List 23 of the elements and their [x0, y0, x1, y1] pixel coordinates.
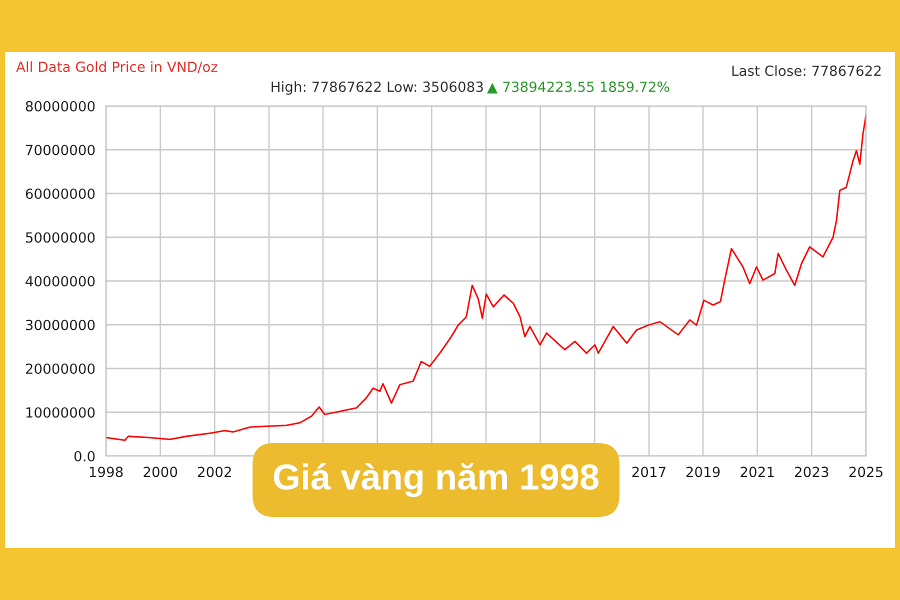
y-tick-label: 20000000 [26, 363, 95, 374]
chart-title: All Data Gold Price in VND/oz [16, 61, 218, 74]
text: Giá vàng năm 1998 [274, 462, 598, 498]
chart-subtitle: High: 77867622 Low: 3506083 [272, 81, 483, 95]
x-tick-label: 2025 [849, 466, 882, 478]
line-series [106, 114, 866, 442]
y-tick-label: 50000000 [26, 232, 95, 243]
x-tick-label: 2017 [632, 466, 666, 478]
x-tick-label: 2019 [686, 466, 720, 478]
y-tick-label: 0.0 [74, 450, 95, 462]
text: ▲ 73894223.55 1859.72% [487, 82, 670, 94]
text: Last Close: 77867622 [732, 65, 881, 76]
y-tick-label: 30000000 [26, 320, 95, 330]
x-tick-label: 2002 [198, 466, 231, 478]
x-tick-label: 2000 [144, 466, 178, 478]
x-tick-label: 1998 [90, 466, 123, 478]
y-tick-label: 60000000 [26, 188, 95, 199]
x-tick-label: 2021 [740, 466, 774, 478]
y-tick-label: 70000000 [26, 144, 95, 156]
y-tick-label: 10000000 [26, 407, 95, 418]
x-tick-label: 2023 [795, 466, 828, 478]
y-tick-label: 80000000 [26, 100, 95, 112]
y-tick-label: 40000000 [26, 276, 95, 286]
